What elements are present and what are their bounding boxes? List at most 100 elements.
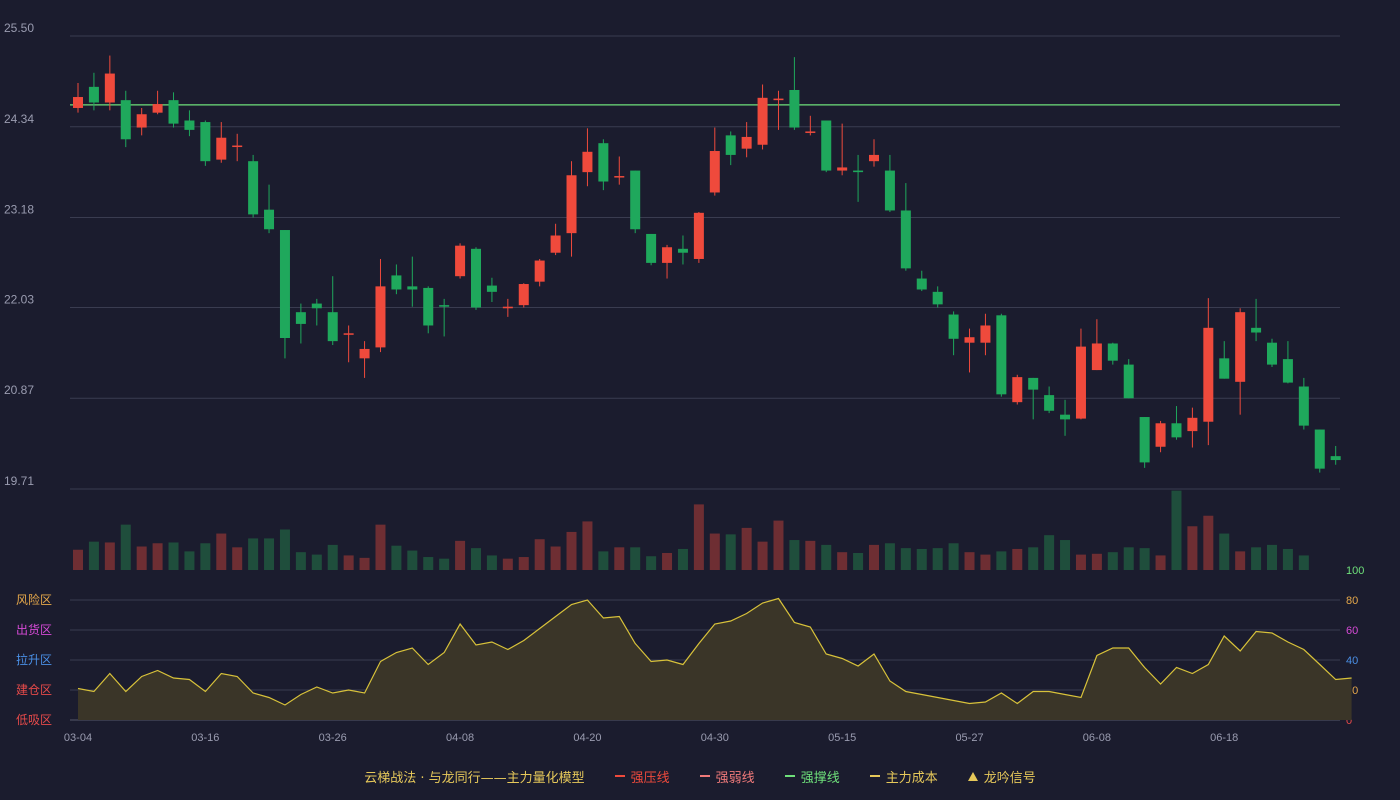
volume-bar: [709, 533, 720, 570]
volume-bar: [1298, 555, 1309, 570]
candle-body: [375, 286, 386, 348]
candle-body: [471, 248, 481, 308]
candle-body: [980, 325, 991, 343]
volume-bar: [168, 542, 179, 570]
volume-bar: [439, 558, 450, 570]
legend-item-strength-line[interactable]: 强弱线: [699, 767, 755, 786]
candle-body: [1091, 343, 1102, 371]
legend-label: 主力成本: [885, 770, 938, 786]
candle-body: [964, 337, 975, 343]
volume-bar: [789, 540, 800, 570]
sentiment-zone-label: 出货区: [16, 622, 52, 637]
candle-body: [869, 154, 879, 162]
legend-label: 强撑线: [800, 770, 840, 786]
candle-body: [1314, 429, 1325, 469]
legend-label: 强弱线: [715, 770, 755, 786]
candle-body: [311, 303, 322, 309]
volume-bar: [980, 554, 991, 570]
candle-body: [1123, 364, 1134, 399]
candle-body: [168, 100, 179, 124]
candle-body: [534, 260, 545, 282]
candle-body: [1187, 417, 1198, 432]
candle-body: [1012, 377, 1023, 403]
date-tick-label: 06-18: [1210, 732, 1238, 744]
legend-swatch: [784, 775, 795, 777]
price-tick-label: 24.34: [4, 112, 34, 126]
volume-bar: [1203, 515, 1214, 570]
volume-bar: [423, 557, 434, 570]
volume-bar: [566, 531, 577, 570]
volume-bar: [407, 550, 418, 570]
candle-body: [630, 170, 641, 230]
volume-bar: [343, 555, 354, 570]
legend-swatch: [614, 775, 625, 777]
date-tick-label: 04-20: [573, 732, 601, 744]
volume-bar: [200, 543, 211, 570]
legend-item-main-cost[interactable]: 主力成本: [869, 767, 938, 786]
candle-body: [996, 315, 1007, 395]
candle-body: [136, 114, 147, 128]
volume-bar: [1155, 555, 1166, 570]
candle-body: [646, 233, 657, 263]
candle-body: [773, 98, 784, 101]
volume-bar: [1171, 490, 1182, 570]
candle-body: [1028, 377, 1039, 390]
volume-bar: [996, 551, 1007, 570]
candle-body: [279, 230, 290, 338]
candle-body: [884, 170, 895, 211]
volume-bar: [1187, 526, 1198, 570]
candle-body: [1107, 343, 1118, 361]
candle-body: [359, 348, 370, 359]
price-tick-label: 25.50: [4, 21, 34, 35]
volume-bar: [232, 547, 243, 570]
legend-item-dragon-signal[interactable]: 龙吟信号: [967, 767, 1036, 786]
candle-body: [550, 235, 561, 253]
candle-body: [1298, 386, 1309, 426]
legend-label: 强压线: [630, 770, 670, 786]
candle-body: [232, 145, 243, 148]
sentiment-line: [77, 597, 1352, 706]
candle-body: [725, 135, 736, 155]
candle-body: [423, 287, 434, 326]
volume-bar: [1075, 554, 1086, 570]
volume-bar: [646, 556, 657, 570]
candle-body: [932, 291, 943, 305]
candlestick-series: [73, 55, 1341, 473]
volume-bar: [805, 540, 816, 570]
candle-body: [486, 285, 497, 292]
volume-bar: [757, 541, 768, 570]
volume-bar: [1282, 548, 1293, 570]
candle-body: [805, 131, 816, 133]
legend-item-strong-resistance[interactable]: 强压线: [614, 767, 670, 786]
volume-bar: [534, 539, 545, 570]
volume-bar: [1028, 547, 1039, 570]
volume-bar: [1123, 547, 1134, 570]
candle-body: [853, 170, 864, 173]
volume-bar: [853, 552, 864, 570]
legend-item-strong-support[interactable]: 强撑线: [784, 767, 840, 786]
sentiment-zone-label: 风险区: [16, 592, 52, 607]
volume-bar: [279, 529, 290, 570]
candle-body: [1171, 423, 1182, 438]
date-tick-label: 05-27: [955, 732, 983, 744]
volume-series: [73, 490, 1309, 570]
volume-bar: [614, 547, 625, 570]
volume-bar: [821, 544, 832, 570]
candle-body: [900, 210, 911, 269]
volume-bar: [1091, 553, 1102, 570]
candle-body: [439, 305, 450, 307]
sentiment-series: [77, 597, 1352, 720]
date-tick-label: 06-08: [1083, 732, 1111, 744]
candle-body: [789, 89, 800, 128]
candle-body: [343, 333, 354, 335]
candle-body: [1330, 456, 1341, 461]
candle-body: [391, 275, 402, 290]
candle-body: [566, 175, 577, 234]
candle-body: [104, 73, 115, 103]
legend-swatch: [699, 775, 710, 777]
volume-bar: [248, 538, 259, 570]
candle-body: [1235, 312, 1246, 382]
candle-body: [200, 122, 211, 162]
price-axis: 25.50 24.34 23.18 22.03 20.87 19.71: [4, 21, 34, 488]
